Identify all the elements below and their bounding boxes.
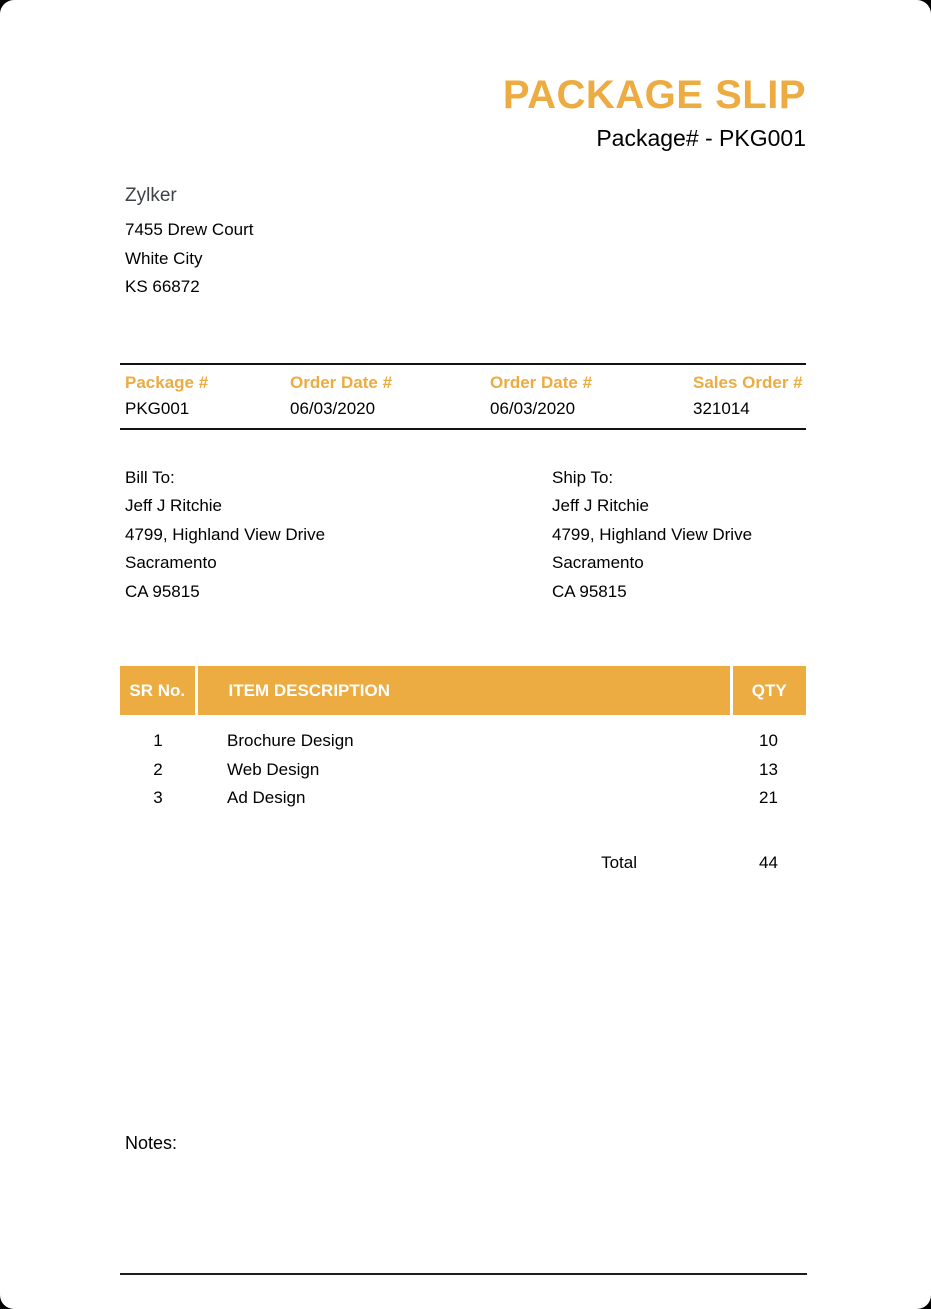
items-header-qty: QTY: [731, 666, 806, 715]
info-value-order-date-2: 06/03/2020: [490, 398, 576, 418]
item-description: Web Design: [227, 759, 320, 779]
total-label: Total: [601, 852, 637, 872]
bill-to-street: 4799, Highland View Drive: [125, 524, 326, 544]
seller-address-line: KS 66872: [125, 277, 200, 296]
ship-to-name: Jeff J Ritchie: [552, 496, 650, 515]
table-row: 1 Brochure Design 10: [120, 715, 806, 756]
item-sr-no: 3: [153, 788, 163, 807]
notes-label: Notes:: [125, 1132, 178, 1153]
ship-to-label: Ship To:: [552, 467, 614, 487]
total-qty-value: 44: [759, 852, 778, 872]
info-header-package: Package #: [125, 372, 209, 392]
ship-to-city: Sacramento: [552, 553, 644, 572]
items-header-sr-no: SR No.: [120, 666, 198, 715]
document-header: PACKAGE SLIP Package# - PKG001: [120, 0, 806, 152]
page-title: PACKAGE SLIP: [502, 73, 806, 117]
bill-to-label: Bill To:: [125, 467, 175, 487]
bill-to-state-zip: CA 95815: [125, 581, 200, 601]
footer-divider: [120, 1272, 807, 1275]
item-description: Ad Design: [227, 788, 306, 807]
info-value-package: PKG001: [125, 398, 190, 418]
bill-to-name: Jeff J Ritchie: [125, 496, 223, 515]
seller-name: Zylker: [125, 185, 177, 206]
seller-address-line: 7455 Drew Court: [125, 220, 254, 239]
info-header-order-date-2: Order Date #: [490, 372, 593, 392]
package-info-table: Package # Order Date # Order Date # Sale…: [120, 362, 806, 430]
bill-to-city: Sacramento: [125, 553, 217, 572]
item-sr-no: 1: [153, 731, 163, 750]
table-row: 3 Ad Design 21: [120, 784, 806, 813]
item-sr-no: 2: [153, 759, 163, 779]
total-row: Total 44: [120, 853, 806, 873]
item-description: Brochure Design: [227, 731, 354, 750]
page-content: PACKAGE SLIP Package# - PKG001 Zylker 74…: [120, 0, 807, 1275]
bill-to-block: Bill To: Jeff J Ritchie 4799, Highland V…: [120, 464, 546, 607]
info-value-order-date-1: 06/03/2020: [290, 398, 376, 418]
items-header-description: ITEM DESCRIPTION: [196, 666, 733, 715]
info-value-sales-order: 321014: [693, 398, 750, 418]
item-qty: 21: [759, 788, 778, 807]
seller-address-line: White City: [125, 248, 203, 268]
info-header-order-date-1: Order Date #: [290, 372, 393, 392]
info-value-row: PKG001 06/03/2020 06/03/2020 321014: [120, 396, 806, 429]
items-table: SR No. ITEM DESCRIPTION QTY 1 Brochure D…: [120, 666, 806, 813]
addresses-section: Bill To: Jeff J Ritchie 4799, Highland V…: [120, 464, 806, 607]
info-header-sales-order: Sales Order #: [693, 372, 803, 392]
seller-address-block: Zylker 7455 Drew Court White City KS 668…: [120, 185, 806, 302]
package-number: Package# - PKG001: [596, 125, 806, 151]
ship-to-block: Ship To: Jeff J Ritchie 4799, Highland V…: [546, 464, 806, 607]
table-row: 2 Web Design 13: [120, 756, 806, 785]
item-qty: 10: [759, 731, 778, 750]
items-header-row: SR No. ITEM DESCRIPTION QTY: [120, 666, 806, 715]
ship-to-street: 4799, Highland View Drive: [552, 524, 753, 544]
info-header-row: Package # Order Date # Order Date # Sale…: [120, 364, 806, 396]
item-qty: 13: [759, 759, 778, 779]
ship-to-state-zip: CA 95815: [552, 581, 627, 601]
